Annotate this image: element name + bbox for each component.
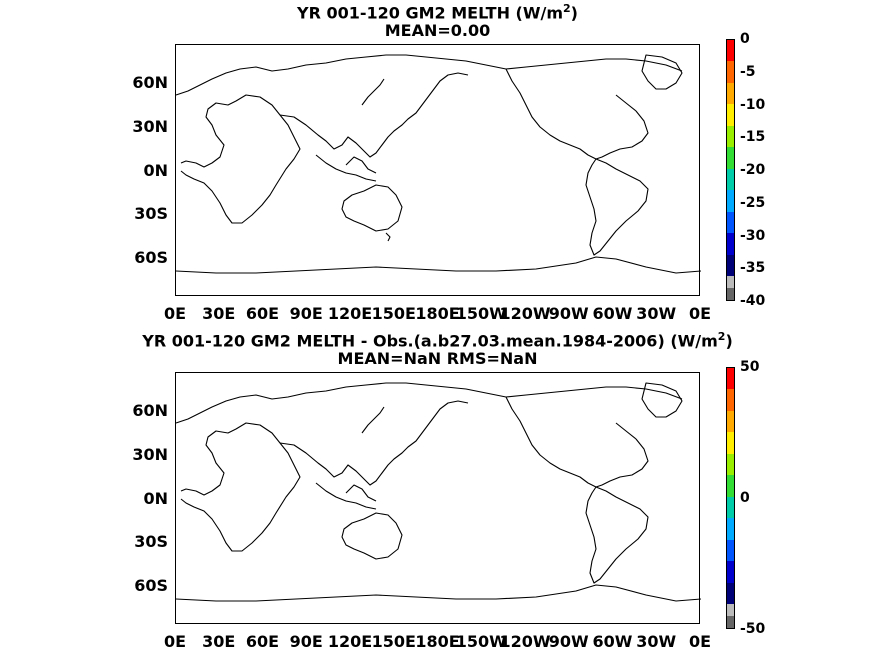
panel2-colorbar-segment (727, 561, 734, 584)
panel2-colorbar-tick-label: -50 (740, 621, 766, 637)
panel2-colorbar-segment (727, 432, 734, 455)
panel1-map (175, 44, 702, 296)
panel2-colorbar (726, 367, 735, 629)
panel1-lon-label: 150E (371, 304, 416, 323)
panel2-lon-label: 60W (592, 632, 633, 651)
panel1-colorbar-tick-label: -30 (740, 227, 766, 244)
panel2-lon-label: 150E (371, 632, 416, 651)
panel2-title: YR 001-120 GM2 MELTH - Obs.(a.b27.03.mea… (60, 328, 815, 350)
panel1-colorbar-segment (727, 190, 734, 213)
panel1-lat-label-60n: 60N (132, 73, 168, 92)
panel2-colorbar-segment (727, 368, 734, 390)
panel1-colorbar-tick-label: -15 (740, 129, 766, 146)
panel1-colorbar-tick-label: -35 (740, 260, 766, 277)
panel2-lon-label: 0E (688, 632, 712, 651)
panel2-lon-label: 90W (548, 632, 589, 651)
panel2-map (175, 372, 702, 624)
panel1-colorbar-segment (727, 211, 734, 234)
panel1-colorbar-segment (727, 104, 734, 127)
panel1-colorbar-segment (727, 82, 734, 105)
panel2-colorbar-segment (727, 475, 734, 498)
panel1-lon-label: 30E (202, 304, 236, 323)
panel1-colorbar-tick-label: -25 (740, 194, 766, 211)
panel1-lat-label-60s: 60S (134, 248, 168, 267)
panel1-colorbar-under-light (727, 276, 734, 288)
panel2-colorbar-tick-label: 0 (740, 490, 750, 506)
panel1-lon-label: 0E (688, 304, 712, 323)
panel1-colorbar-segment (727, 40, 734, 62)
panel2-colorbar-segment (727, 582, 734, 605)
panel1-colorbar-segment (727, 147, 734, 170)
panel2-lon-label: 90E (289, 632, 323, 651)
panel1-title-close: ) (570, 3, 578, 23)
panel1-colorbar-under-dark (727, 288, 734, 300)
panel2-coastlines (175, 382, 702, 602)
panel1-lon-label: 120W (499, 304, 551, 323)
panel2-lon-label: 180E (415, 632, 460, 651)
panel2-lon-label: 120E (327, 632, 373, 651)
panel1-lon-label: 120E (327, 304, 373, 323)
panel1-colorbar (726, 39, 735, 301)
panel2-colorbar-under-dark (727, 616, 734, 628)
panel1-lon-label: 30W (636, 304, 677, 323)
panel1-colorbar-tick-label: 0 (740, 31, 750, 47)
panel2-colorbar-under-light (727, 604, 734, 616)
panel1-colorbar-segment (727, 125, 734, 148)
panel1-title: YR 001-120 GM2 MELTH (W/m2) (175, 0, 700, 22)
panel2-lon-label: 150W (455, 632, 507, 651)
panel2-lat-label-60n: 60N (132, 401, 168, 420)
panel1-lat-label-30s: 30S (134, 204, 168, 223)
panel1-lon-label: 60W (592, 304, 633, 323)
panel2-lon-label: 30E (202, 632, 236, 651)
panel1-subtitle: MEAN=0.00 (384, 21, 491, 40)
panel2-colorbar-tick-label: 50 (740, 359, 760, 375)
panel2-lon-label: 30W (636, 632, 677, 651)
panel1-lat-label-30n: 30N (132, 117, 168, 136)
panel2-lon-label: 0E (163, 632, 187, 651)
panel1-title-text: YR 001-120 GM2 MELTH (W/m (297, 3, 564, 23)
panel1-lon-label: 0E (163, 304, 187, 323)
panel2-colorbar-segment (727, 539, 734, 562)
panel1-colorbar-tick-label: -20 (740, 162, 766, 178)
panel2-lat-label-0n: 0N (143, 489, 168, 508)
panel1-lon-label: 60E (245, 304, 280, 323)
panel2-lon-label: 60E (245, 632, 280, 651)
panel2-title-close: ) (725, 331, 733, 351)
panel2-title-superscript: 2 (717, 330, 726, 343)
panel1-title-superscript: 2 (563, 2, 571, 15)
panel1-colorbar-segment (727, 168, 734, 191)
panel2-lat-label-60s: 60S (134, 576, 168, 595)
panel2-subtitle: MEAN=NaN RMS=NaN (337, 349, 538, 368)
panel1-lon-label: 90W (548, 304, 589, 323)
panel2-colorbar-segment (727, 389, 734, 412)
panel1-lon-label: 90E (289, 304, 323, 323)
panel1-colorbar-tick-label: -5 (740, 63, 756, 80)
panel1-lat-label-0n: 0N (143, 161, 168, 180)
panel1-coastlines (175, 54, 702, 274)
panel1-lon-label: 180E (415, 304, 460, 323)
panel2-colorbar-segment (727, 518, 734, 541)
panel2-colorbar-segment (727, 453, 734, 476)
panel2-lon-label: 120W (499, 632, 551, 651)
panel1-lon-label: 150W (455, 304, 507, 323)
panel1-colorbar-segment (727, 233, 734, 256)
panel1-colorbar-segment (727, 254, 734, 277)
panel1-colorbar-segment (727, 61, 734, 84)
panel2-colorbar-segment (727, 496, 734, 519)
panel1-colorbar-tick-label: -40 (740, 293, 766, 309)
panel2-title-text: YR 001-120 GM2 MELTH - Obs.(a.b27.03.mea… (142, 331, 718, 351)
panel2-lat-label-30s: 30S (134, 532, 168, 551)
panel1-colorbar-tick-label: -10 (740, 96, 766, 113)
panel2-lat-label-30n: 30N (132, 445, 168, 464)
panel2-colorbar-segment (727, 410, 734, 433)
